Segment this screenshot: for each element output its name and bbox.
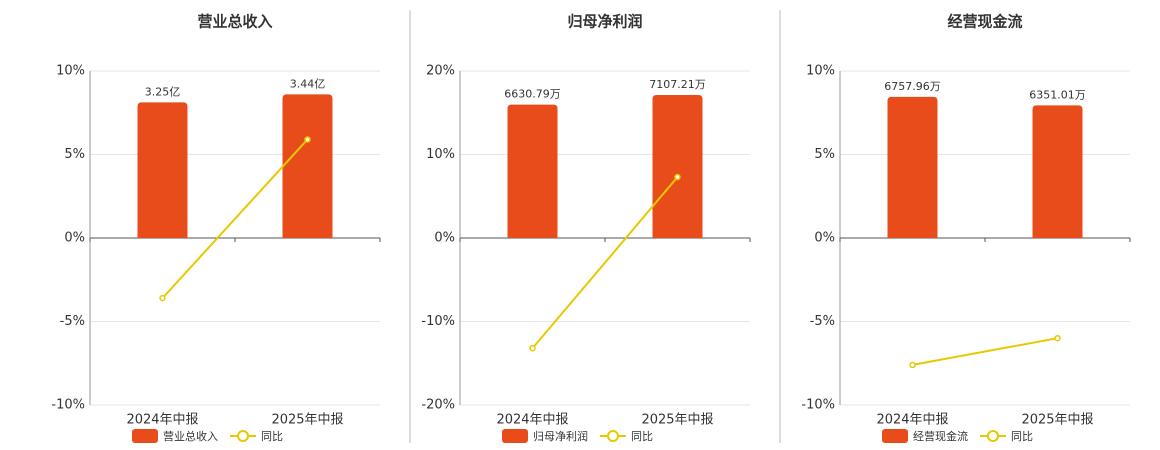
legend-symbol [987, 430, 999, 442]
x-tick-label: 2025年中报 [271, 413, 343, 428]
bar [652, 94, 703, 238]
chart-title: 经营现金流 [947, 13, 1022, 31]
line [531, 176, 679, 349]
value-label: 3.25亿 [145, 85, 181, 98]
point [674, 173, 681, 181]
bar [887, 96, 938, 238]
value-label: 6351.01万 [1029, 88, 1086, 101]
y-tick-label: 10% [426, 147, 455, 162]
x-tick-label: 2024年中报 [126, 413, 198, 428]
chart-title: 营业总收入 [197, 13, 272, 31]
bar [137, 102, 188, 238]
point [529, 344, 536, 352]
bar [1032, 105, 1083, 238]
x-tick-label: 2024年中报 [496, 413, 568, 428]
value-label: 6630.79万 [504, 88, 561, 101]
y-tick-label: -10% [421, 314, 455, 329]
point [304, 136, 311, 143]
legend-label: 营业总收入 [163, 429, 218, 443]
legend-label: 经营现金流 [913, 429, 968, 443]
y-tick-label: 5% [814, 147, 835, 162]
point [909, 361, 916, 369]
legend-label: 同比 [631, 430, 653, 443]
line [912, 337, 1058, 366]
legend-label: 同比 [261, 430, 283, 443]
y-tick-label: 10% [56, 64, 85, 79]
value-label: 3.44亿 [290, 77, 326, 90]
bar [507, 104, 558, 238]
x-tick-label: 2024年中报 [876, 413, 948, 428]
x-tick-label: 2025年中报 [1021, 413, 1093, 428]
y-tick-label: 10% [806, 64, 835, 79]
value-label: 7107.21万 [649, 78, 706, 91]
y-tick-label: 20% [426, 64, 455, 79]
y-tick-label: 0% [814, 231, 835, 246]
y-tick-label: -5% [810, 314, 835, 329]
bar [282, 94, 333, 238]
x-tick-label: 2025年中报 [641, 413, 713, 428]
y-tick-label: -10% [51, 398, 85, 413]
y-tick-label: -20% [421, 398, 455, 413]
y-tick-label: -10% [801, 398, 835, 413]
legend-symbol [237, 430, 249, 442]
legend-symbol [607, 430, 619, 442]
legend-label: 同比 [1011, 430, 1033, 443]
y-tick-label: 5% [64, 147, 85, 162]
legend-symbol [882, 429, 908, 443]
point [1054, 334, 1061, 342]
y-tick-label: 0% [434, 231, 455, 246]
y-tick-label: 0% [64, 231, 85, 246]
y-tick-label: -5% [60, 314, 85, 329]
legend-symbol [132, 429, 158, 443]
legend-symbol [502, 429, 528, 443]
chart-title: 归母净利润 [567, 13, 642, 31]
value-label: 6757.96万 [884, 80, 941, 93]
point [159, 294, 166, 302]
line [161, 138, 309, 299]
legend-label: 归母净利润 [533, 429, 588, 443]
